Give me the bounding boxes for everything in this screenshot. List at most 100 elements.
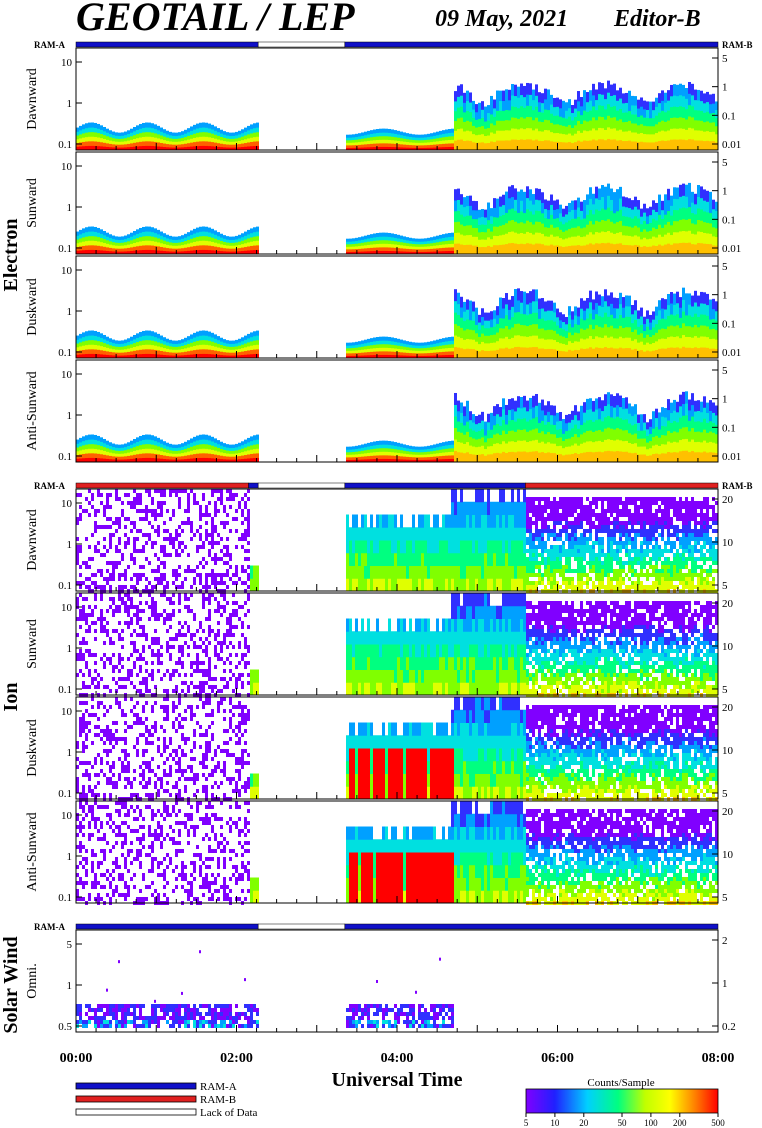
right-tick-label: 0.1	[722, 214, 736, 226]
left-tick-label: 0.1	[58, 788, 72, 800]
right-tick-label: 5	[722, 157, 728, 169]
panel-sunward: Sunward 10 1 0.1 5 1 0.1 0.01	[25, 151, 741, 255]
row-label: Dawnward	[25, 509, 40, 570]
mode-bar: RAM-A	[34, 922, 719, 932]
right-tick-label: 1	[722, 186, 728, 198]
left-tick-label: 1	[67, 851, 73, 863]
right-tick-label: 0.2	[722, 1021, 736, 1033]
right-tick-label: 5	[722, 892, 728, 904]
time-tick-label: 08:00	[702, 1051, 735, 1066]
right-tick-label: 20	[722, 598, 734, 610]
right-tick-label: 5	[722, 261, 728, 273]
right-tick-label: 5	[722, 365, 728, 377]
row-label: Sunward	[25, 178, 40, 228]
group-ion: RAM-A RAM-B Ion Dawnward 10 1 0.1 20 10 5 Sunward 1…	[0, 481, 753, 905]
left-tick-label: 1	[67, 539, 73, 551]
group-label: Solar Wind	[0, 936, 22, 1033]
right-tick-label: 0.1	[722, 422, 736, 434]
legend-ram-b: RAM-B	[200, 1094, 236, 1106]
left-tick-label: 10	[61, 810, 73, 822]
right-tick-label: 5	[722, 53, 728, 65]
row-label: Dawnward	[25, 68, 40, 129]
right-tick-label: 20	[722, 494, 734, 506]
left-tick-label: 1	[67, 410, 73, 422]
panel-duskward: Duskward 10 1 0.1 5 1 0.1 0.01	[25, 255, 741, 359]
x-axis-label: Universal Time	[332, 1069, 463, 1091]
right-tick-label: 0.1	[722, 318, 736, 330]
panel-sunward: Sunward 10 1 0.1 20 10 5	[25, 592, 734, 697]
panel-duskward: Duskward 10 1 0.1 20 10 5	[25, 696, 734, 801]
row-label: Sunward	[25, 619, 40, 669]
panel-dawnward: Dawnward 10 1 0.1 20 10 5	[25, 488, 734, 593]
right-tick-label: 20	[722, 702, 734, 714]
spectrogram	[76, 287, 718, 359]
right-tick-label: 10	[722, 849, 734, 861]
bar-label-left: RAM-A	[34, 922, 65, 932]
mode-segment-4	[525, 482, 719, 489]
left-tick-label: 10	[61, 161, 73, 173]
right-tick-label: 0.1	[722, 110, 736, 122]
mode-bar: RAM-A RAM-B	[34, 481, 753, 491]
left-tick-label: 10	[61, 706, 73, 718]
time-tick-label: 02:00	[220, 1051, 253, 1066]
bar-label-right: RAM-B	[722, 481, 753, 491]
left-tick-label: 1	[67, 202, 73, 214]
row-label: Omni.	[25, 963, 40, 998]
group-solar-wind: RAM-A Solar Wind Omni. 5 1 0.5 2 1 0.2	[0, 922, 736, 1034]
colorbar-ticks: 5 10 20 50 100 200 500	[524, 1113, 725, 1128]
colorbar: Counts/Sample 5 10 20 50 100 200 500	[524, 1077, 726, 1128]
plot-title: GEOTAIL / LEP	[76, 0, 355, 39]
left-tick-label: 1	[67, 980, 73, 992]
plot-editor: Editor-B	[613, 6, 701, 32]
colorbar-tick-label: 50	[618, 1118, 628, 1128]
right-tick-label: 0.01	[722, 243, 741, 255]
panel-dawnward: Dawnward 10 1 0.1 5 1 0.1 0.01	[25, 47, 741, 151]
right-tick-label: 1	[722, 394, 728, 406]
time-tick-label: 00:00	[60, 1051, 93, 1066]
mode-segment-1	[257, 923, 346, 930]
colorbar-tick-label: 20	[579, 1118, 589, 1128]
right-tick-label: 5	[722, 788, 728, 800]
time-tick-label: 04:00	[381, 1051, 414, 1066]
panel-anti-sunward: Anti-Sunward 10 1 0.1 20 10 5	[25, 800, 734, 905]
left-tick-label: 0.1	[58, 347, 72, 359]
left-tick-label: 10	[61, 602, 73, 614]
right-tick-label: 1	[722, 82, 728, 94]
ram-legend: RAM-A RAM-B Lack of Data	[75, 1081, 258, 1119]
right-tick-label: 5	[722, 580, 728, 592]
mode-segment-1	[248, 482, 259, 489]
colorbar-tick-label: 500	[711, 1118, 725, 1128]
bar-label-left: RAM-A	[34, 40, 65, 50]
left-tick-label: 10	[61, 498, 73, 510]
time-axis: 00:00 02:00 04:00 06:00 08:00	[60, 1051, 735, 1066]
spectrogram	[76, 697, 718, 801]
right-tick-label: 10	[722, 641, 734, 653]
mode-segment-0	[75, 923, 259, 930]
left-tick-label: 0.1	[58, 243, 72, 255]
group-label: Electron	[0, 219, 22, 292]
spectrogram	[76, 489, 718, 593]
colorbar-tick-label: 100	[644, 1118, 658, 1128]
left-tick-label: 0.5	[58, 1021, 72, 1033]
right-tick-label: 0.01	[722, 347, 741, 359]
left-tick-label: 0.1	[58, 580, 72, 592]
legend-lack: Lack of Data	[200, 1107, 258, 1119]
left-tick-label: 5	[67, 939, 73, 951]
right-tick-label: 0.01	[722, 451, 741, 463]
left-tick-label: 10	[61, 265, 73, 277]
left-tick-label: 1	[67, 643, 73, 655]
right-tick-label: 2	[722, 935, 728, 947]
spectrogram	[76, 950, 454, 1028]
spectrogram	[76, 182, 718, 255]
group-label: Ion	[0, 683, 22, 712]
left-tick-label: 0.1	[58, 684, 72, 696]
left-tick-label: 0.1	[58, 451, 72, 463]
left-tick-label: 1	[67, 98, 73, 110]
left-tick-label: 0.1	[58, 892, 72, 904]
group-electron: RAM-A RAM-B Electron Dawnward 10 1 0.1 5 1 0.1 0.0…	[0, 40, 753, 463]
row-label: Duskward	[25, 278, 40, 336]
mode-segment-0	[75, 482, 249, 489]
spectrogram	[76, 80, 718, 151]
left-tick-label: 1	[67, 747, 73, 759]
